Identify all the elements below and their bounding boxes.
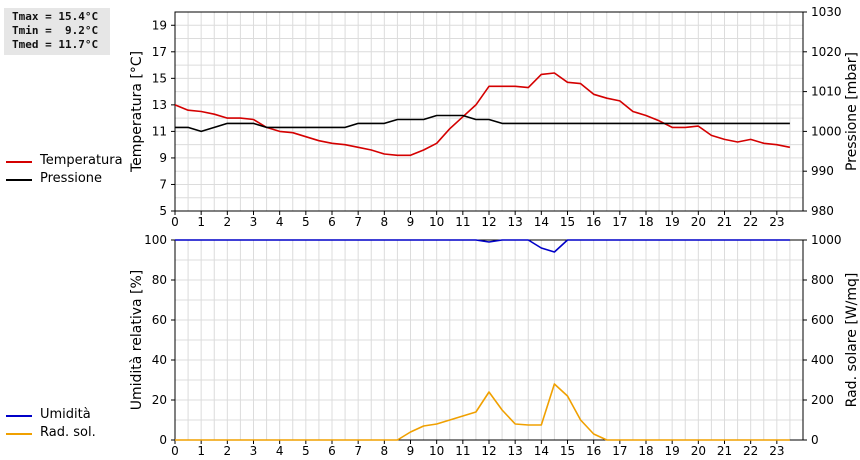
x-tick-label: 18 [638, 215, 653, 229]
y-tick-label-left: 11 [152, 124, 167, 138]
x-tick-label: 13 [508, 215, 523, 229]
series-line-umidit- [175, 239, 790, 253]
y-tick-label-right: 980 [811, 204, 834, 218]
x-tick-label: 11 [455, 444, 470, 458]
x-tick-label: 3 [250, 444, 258, 458]
x-tick-label: 23 [769, 215, 784, 229]
legend-swatch-temperatura [6, 161, 32, 163]
tmed-text: Tmed = 11.7°C [12, 38, 99, 51]
x-tick-label: 3 [250, 215, 258, 229]
legend-swatch-radsol [6, 433, 32, 435]
y-tick-label-right: 1000 [811, 124, 842, 138]
y-tick-label-right: 400 [811, 353, 834, 367]
x-tick-label: 4 [276, 444, 284, 458]
legend-label-radsol: Rad. sol. [40, 425, 96, 440]
y-tick-label-right: 200 [811, 393, 834, 407]
x-tick-label: 19 [665, 215, 680, 229]
y-tick-label-left: 15 [152, 71, 167, 85]
y-tick-label-right: 1000 [811, 233, 842, 247]
x-tick-label: 17 [612, 215, 627, 229]
x-tick-label: 23 [769, 444, 784, 458]
x-tick-label: 21 [717, 444, 732, 458]
x-tick-label: 9 [407, 215, 415, 229]
x-tick-label: 1 [197, 215, 205, 229]
y-tick-label-right: 0 [811, 433, 819, 447]
chart-top: 0 1 2 3 4 5 6 7 8 9 10 11 12 13 14 15 16 17 18 19 20 21 22 2357… [129, 5, 860, 229]
stats-box: Tmax = 15.4°C Tmin = 9.2°C Tmed = 11.7°C [4, 8, 110, 55]
x-tick-label: 6 [328, 215, 336, 229]
legend-label-umidita: Umidità [40, 407, 91, 422]
y-tick-label-right: 800 [811, 273, 834, 287]
chart-bottom: 0 1 2 3 4 5 6 7 8 9 10 11 12 13 14 15 16 17 18 19 20 21 22 2302… [129, 233, 860, 458]
x-tick-label: 2 [224, 444, 232, 458]
x-tick-label: 14 [534, 444, 549, 458]
legend-label-pressione: Pressione [40, 171, 103, 186]
y-axis-title-left: Temperatura [°C] [129, 51, 145, 173]
x-tick-label: 15 [560, 215, 575, 229]
x-tick-label: 5 [302, 444, 310, 458]
y-tick-label-left: 9 [159, 151, 167, 165]
x-tick-label: 2 [224, 215, 232, 229]
x-tick-label: 11 [455, 215, 470, 229]
y-tick-label-right: 1020 [811, 45, 842, 59]
tmax-text: Tmax = 15.4°C [12, 10, 99, 23]
y-tick-label-left: 5 [159, 204, 167, 218]
x-tick-label: 10 [429, 215, 444, 229]
x-tick-label: 4 [276, 215, 284, 229]
legend-swatch-umidita [6, 415, 32, 417]
y-tick-label-right: 1010 [811, 85, 842, 99]
x-tick-label: 16 [586, 215, 601, 229]
y-tick-label-left: 13 [152, 98, 167, 112]
x-tick-label: 18 [638, 444, 653, 458]
y-tick-label-left: 60 [152, 313, 167, 327]
x-tick-label: 6 [328, 444, 336, 458]
y-tick-label-left: 19 [152, 18, 167, 32]
x-tick-label: 14 [534, 215, 549, 229]
x-tick-label: 17 [612, 444, 627, 458]
legend-swatch-pressione [6, 179, 32, 181]
x-tick-label: 7 [354, 215, 362, 229]
series-line-pressione [175, 114, 790, 133]
x-tick-label: 12 [481, 444, 496, 458]
x-tick-label: 13 [508, 444, 523, 458]
legend-label-temperatura: Temperatura [40, 153, 123, 168]
y-axis-title-right: Rad. solare [W/mq] [844, 273, 860, 408]
x-tick-label: 19 [665, 444, 680, 458]
y-tick-label-left: 40 [152, 353, 167, 367]
y-axis-title-right: Pressione [mbar] [844, 52, 860, 171]
y-tick-label-left: 80 [152, 273, 167, 287]
y-tick-label-left: 100 [144, 233, 167, 247]
x-tick-label: 5 [302, 215, 310, 229]
x-tick-label: 1 [197, 444, 205, 458]
y-tick-label-left: 20 [152, 393, 167, 407]
x-tick-label: 0 [171, 444, 179, 458]
x-tick-label: 20 [691, 444, 706, 458]
x-tick-label: 21 [717, 215, 732, 229]
x-tick-label: 12 [481, 215, 496, 229]
x-tick-label: 0 [171, 215, 179, 229]
x-tick-label: 22 [743, 215, 758, 229]
series-line-temperatura [174, 72, 791, 157]
y-tick-label-right: 1030 [811, 5, 842, 19]
y-tick-label-right: 600 [811, 313, 834, 327]
tmin-text: Tmin = 9.2°C [12, 24, 99, 37]
x-tick-label: 10 [429, 444, 444, 458]
series-line-rad-sol- [175, 383, 790, 441]
x-tick-label: 15 [560, 444, 575, 458]
x-tick-label: 20 [691, 215, 706, 229]
x-tick-label: 9 [407, 444, 415, 458]
y-tick-label-right: 990 [811, 164, 834, 178]
y-tick-label-left: 7 [159, 177, 167, 191]
x-tick-label: 7 [354, 444, 362, 458]
x-tick-label: 8 [381, 215, 389, 229]
y-axis-title-left: Umidità relativa [%] [129, 270, 145, 411]
x-tick-label: 16 [586, 444, 601, 458]
y-tick-label-left: 17 [152, 45, 167, 59]
y-tick-label-left: 0 [159, 433, 167, 447]
x-tick-label: 22 [743, 444, 758, 458]
x-tick-label: 8 [381, 444, 389, 458]
